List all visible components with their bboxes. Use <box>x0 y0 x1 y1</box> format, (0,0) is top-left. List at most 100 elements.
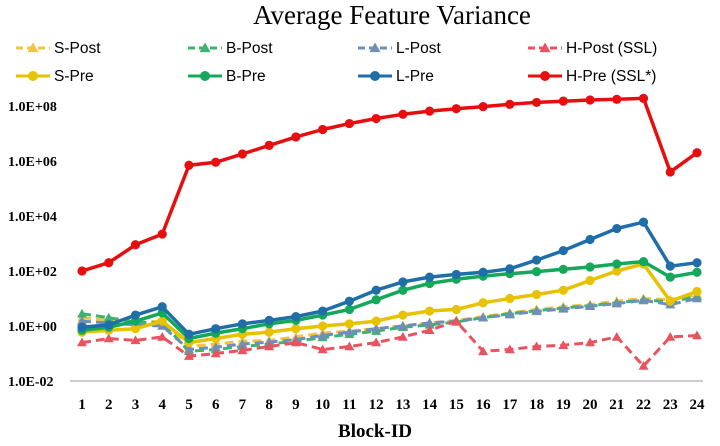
data-point <box>478 298 488 308</box>
data-point <box>318 124 328 135</box>
series-line <box>81 319 698 368</box>
data-point <box>103 333 114 343</box>
legend-item: L-Post <box>358 40 441 57</box>
data-point <box>504 344 515 354</box>
data-point <box>558 264 568 274</box>
data-point <box>237 319 248 329</box>
data-point <box>451 104 461 114</box>
data-point <box>398 285 408 295</box>
data-point <box>585 301 596 311</box>
data-point <box>104 258 114 268</box>
data-point <box>210 348 221 358</box>
x-tick-label: 20 <box>583 397 598 413</box>
legend-item: L-Pre <box>358 68 434 85</box>
data-point <box>692 258 702 268</box>
legend-item: S-Post <box>16 40 101 57</box>
data-point <box>504 309 515 319</box>
data-point <box>585 337 596 347</box>
data-point <box>505 293 515 304</box>
data-point <box>585 95 595 105</box>
data-point <box>638 256 649 267</box>
y-tick-label: 1.0E+02 <box>8 265 57 280</box>
data-point <box>531 267 542 277</box>
x-tick-label: 11 <box>342 397 356 413</box>
data-point <box>291 324 301 334</box>
data-point <box>344 341 355 351</box>
series-line <box>81 96 699 273</box>
data-point <box>478 312 489 322</box>
data-point <box>425 306 435 316</box>
data-point <box>478 346 489 356</box>
data-point <box>558 96 568 106</box>
data-point <box>264 315 274 325</box>
data-point <box>237 149 248 159</box>
x-tick-label: 21 <box>609 397 624 413</box>
legend-label: H-Post (SSL) <box>566 40 657 57</box>
x-tick-label: 3 <box>132 397 140 413</box>
data-point <box>665 296 675 306</box>
x-tick-label: 14 <box>422 397 438 413</box>
x-tick-label: 8 <box>265 397 273 413</box>
x-tick-label: 5 <box>185 397 193 413</box>
series-h-post-ssl <box>77 316 702 370</box>
data-point <box>505 264 515 274</box>
data-point <box>317 330 328 340</box>
data-point <box>692 286 702 297</box>
data-point <box>585 234 595 245</box>
x-tick-label: 22 <box>636 397 651 413</box>
data-point <box>103 312 114 322</box>
legend-label: L-Post <box>396 40 441 57</box>
legend-marker <box>28 71 38 81</box>
data-point <box>692 293 702 303</box>
data-point <box>425 106 435 116</box>
legend-item: S-Pre <box>16 68 94 85</box>
data-point <box>398 109 408 119</box>
x-tick-label: 15 <box>449 397 464 413</box>
x-tick-label: 9 <box>292 397 300 413</box>
legend-label: B-Pre <box>226 68 266 85</box>
data-point <box>130 240 141 250</box>
data-point <box>371 316 381 326</box>
data-point <box>558 340 569 349</box>
x-tick-label: 1 <box>78 397 86 413</box>
data-point <box>237 339 248 348</box>
legend-item: B-Pre <box>188 68 266 85</box>
data-point <box>344 296 354 306</box>
series-line <box>81 297 698 351</box>
data-point <box>424 325 435 335</box>
legend-label: B-Post <box>226 40 273 57</box>
data-point <box>237 345 248 355</box>
data-point <box>505 99 515 109</box>
data-point <box>344 118 354 129</box>
data-point <box>344 319 354 329</box>
x-tick-label: 2 <box>105 397 113 413</box>
data-point <box>692 148 702 158</box>
y-tick-label: 1.0E+00 <box>8 320 57 335</box>
series-h-pre-ssl <box>77 93 702 276</box>
axes: 1.0E-02 1.0E+00 1.0E+02 1.0E+04 1.0E+06 1.0E+… <box>8 100 705 413</box>
y-tick-label: 1.0E+06 <box>8 155 57 170</box>
data-point <box>291 311 301 322</box>
data-point <box>344 327 355 336</box>
data-point <box>290 337 301 347</box>
series-line <box>81 293 698 348</box>
y-tick-label: 1.0E+04 <box>8 210 57 225</box>
legend-marker <box>370 71 380 81</box>
data-point <box>665 167 675 177</box>
series-line <box>81 220 698 337</box>
x-tick-label: 19 <box>556 397 571 413</box>
data-point <box>692 267 702 277</box>
legend-marker <box>27 42 39 53</box>
x-axis-label: Block-ID <box>338 421 412 442</box>
series-l-pre <box>77 217 702 339</box>
series-layer <box>77 93 702 370</box>
data-point <box>371 337 382 347</box>
data-point <box>157 302 167 312</box>
data-point <box>183 351 194 360</box>
x-tick-label: 24 <box>690 397 706 413</box>
data-point <box>558 246 568 256</box>
data-point <box>184 160 194 170</box>
data-point <box>611 298 622 308</box>
legend: S-Post B-Post L-Post H-Post (SSL) S-Pre B-Pre… <box>16 40 657 85</box>
